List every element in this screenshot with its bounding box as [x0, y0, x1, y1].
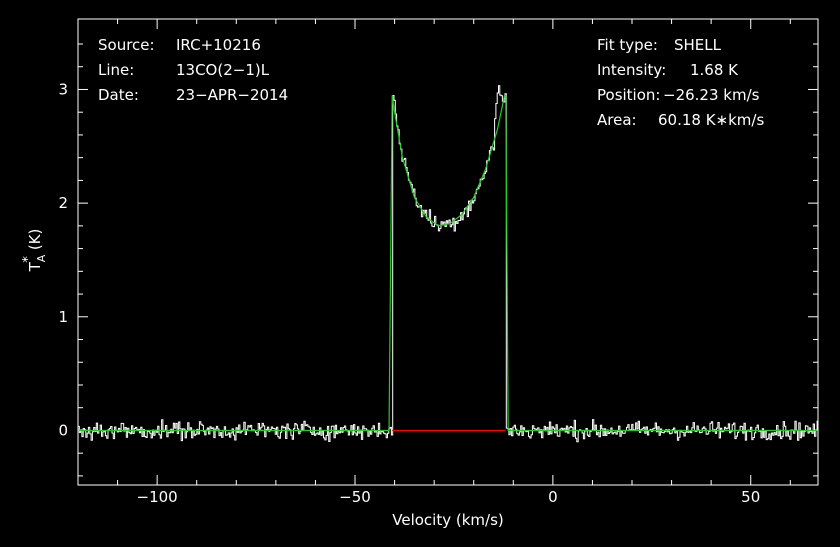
info-position-label: Position: — [597, 86, 660, 104]
y-tick-label: 2 — [58, 194, 68, 212]
fit-model-line — [78, 94, 818, 432]
x-axis-label: Velocity (km/s) — [392, 511, 503, 529]
info-source-label: Source: — [98, 36, 155, 54]
info-fit-type-value: SHELL — [674, 36, 722, 54]
series-layer — [78, 85, 818, 443]
y-tick-label: 1 — [58, 308, 68, 326]
y-axis-label-unit: (K) — [26, 229, 44, 251]
svg-text:TA*(K): TA* (K) — [21, 229, 48, 273]
info-intensity-label: Intensity: — [597, 61, 666, 79]
x-tick-label: −100 — [137, 488, 178, 506]
plot-frame — [77, 18, 819, 486]
y-axis-label-sub: A — [35, 254, 48, 262]
info-date-value: 23−APR−2014 — [176, 86, 288, 104]
info-area-label: Area: — [597, 111, 637, 129]
y-axis-label-main: T — [26, 261, 44, 272]
info-right-block: Fit type: SHELL Intensity: 1.68 K Positi… — [597, 36, 764, 129]
tick-labels: −100 −50 0 50 0 1 2 3 — [58, 80, 760, 506]
info-source-value: IRC+10216 — [176, 36, 261, 54]
x-tick-label: −50 — [339, 488, 371, 506]
x-tick-label: 50 — [741, 488, 760, 506]
axis-ticks — [77, 19, 818, 485]
info-position-value: −26.23 km/s — [663, 86, 760, 104]
info-left-block: Source: IRC+10216 Line: 13CO(2−1)L Date:… — [98, 36, 288, 104]
y-axis-label-sup: * — [21, 256, 36, 263]
info-area-value: 60.18 K∗km/s — [658, 111, 764, 129]
info-date-label: Date: — [98, 86, 139, 104]
y-tick-label: 3 — [58, 80, 68, 98]
y-axis-label: TA* (K) — [21, 229, 48, 273]
info-line-label: Line: — [98, 61, 134, 79]
info-intensity-value: 1.68 K — [690, 61, 739, 79]
x-tick-label: 0 — [548, 488, 558, 506]
y-tick-label: 0 — [58, 421, 68, 439]
info-line-value: 13CO(2−1)L — [176, 61, 270, 79]
info-fit-type-label: Fit type: — [597, 36, 658, 54]
